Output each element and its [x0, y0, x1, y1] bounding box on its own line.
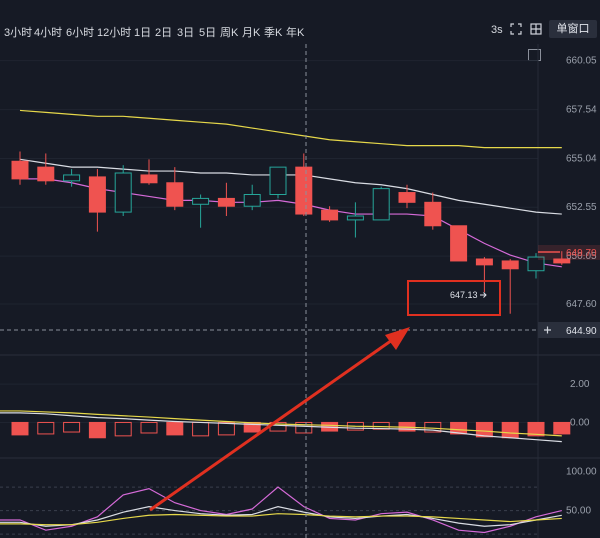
candle: [501, 259, 519, 314]
timeframe-2d[interactable]: 2日: [155, 27, 173, 39]
y-tick-label: 0.00: [570, 417, 590, 428]
y-tick-label: 650.05: [566, 251, 597, 262]
candle: [553, 251, 571, 265]
annotation-box: [407, 280, 501, 316]
macd-bar: [166, 421, 184, 436]
y-tick-label: 655.04: [566, 154, 597, 165]
arrow-right-icon: [480, 292, 487, 298]
candle: [11, 151, 29, 185]
macd-bar: [450, 421, 468, 435]
oscillator-panel: [0, 486, 562, 534]
timeframe-3h[interactable]: 3小时: [4, 27, 33, 39]
candle: [88, 169, 106, 232]
annotation-arrow: [149, 327, 410, 512]
panel-dividers: [0, 44, 600, 538]
refresh-interval[interactable]: 3s: [491, 24, 503, 36]
macd-bar: [424, 421, 442, 433]
candle: [346, 202, 364, 238]
grid-icon[interactable]: [530, 23, 542, 35]
macd-bar: [217, 421, 235, 436]
annotation-low-label: 647.13: [450, 290, 478, 300]
candle: [166, 167, 184, 211]
candle: [321, 206, 339, 222]
candle: [63, 169, 81, 187]
macd-line1: [0, 412, 562, 443]
macd-bar: [88, 421, 106, 439]
expand-icon[interactable]: [510, 23, 522, 35]
candle: [527, 253, 545, 279]
macd-bar: [553, 421, 571, 435]
macd-bar: [295, 421, 313, 434]
osc-white-line: [0, 506, 562, 527]
macd-bar: [192, 421, 210, 437]
y-tick-label: 652.55: [566, 202, 597, 213]
ma-white-line: [19, 158, 562, 215]
y-axis-labels: 660.05 657.54 655.04 652.55 650.05 647.60 2.00…: [566, 56, 597, 517]
macd-bar: [114, 421, 132, 437]
y-tick-label: 660.05: [566, 56, 597, 67]
y-tick-label: 657.54: [566, 105, 597, 116]
y-tick-label: 100.00: [566, 466, 597, 477]
osc-yellow-line: [0, 513, 562, 526]
candle: [37, 153, 55, 185]
candle: [424, 192, 442, 230]
candle: [475, 257, 493, 293]
candle: [398, 184, 416, 209]
y-tick-label: 50.00: [566, 506, 591, 517]
timeframe-quarter[interactable]: 季K: [264, 27, 283, 39]
timeframe-6h[interactable]: 6小时: [66, 27, 95, 39]
candle: [217, 182, 235, 216]
candle: [295, 153, 313, 216]
macd-bar: [501, 421, 519, 439]
candlesticks: [11, 151, 571, 314]
timeframe-12h[interactable]: 12小时: [97, 27, 132, 39]
timeframe-1d[interactable]: 1日: [134, 27, 152, 39]
macd-bar: [63, 421, 81, 433]
moving-averages: [19, 109, 562, 268]
macd-bar: [140, 421, 158, 434]
candle: [192, 194, 210, 228]
ma-pink-line: [20, 178, 562, 268]
current-price-bg: [538, 245, 600, 260]
crosshair-price-label: 644.90: [566, 326, 597, 337]
plus-icon[interactable]: [544, 326, 551, 334]
timeframe-5d[interactable]: 5日: [199, 27, 217, 39]
y-tick-label: 2.00: [570, 379, 590, 390]
timeframe-month[interactable]: 月K: [242, 27, 261, 39]
ma-yellow-line: [19, 109, 562, 149]
candle: [450, 225, 468, 262]
timeframe-3d[interactable]: 3日: [177, 27, 195, 39]
macd-bar: [37, 421, 55, 435]
candle: [140, 159, 158, 185]
macd-panel: [0, 410, 571, 443]
macd-bar: [475, 421, 493, 438]
macd-line2: [0, 410, 562, 437]
macd-bar: [527, 421, 545, 437]
timeframe-year[interactable]: 年K: [286, 27, 305, 39]
grid-lines: [0, 60, 538, 535]
timeframe-4h[interactable]: 4小时: [34, 27, 63, 39]
crosshair-price-bg: [538, 322, 600, 338]
current-price-label: 649.70: [566, 248, 597, 259]
timeframe-toolbar: 3小时 4小时 6小时 12小时 1日 2日 3日 5日 周K 月K 季K 年K…: [0, 0, 600, 40]
macd-bar: [11, 421, 29, 436]
candle: [114, 165, 132, 216]
candle: [269, 166, 287, 199]
single-window-button[interactable]: 单窗口: [549, 20, 597, 38]
candle: [243, 184, 261, 211]
y-tick-label: 647.60: [566, 299, 597, 310]
timeframe-week[interactable]: 周K: [220, 27, 239, 39]
candle: [372, 186, 390, 221]
osc-pink-line: [0, 486, 562, 534]
